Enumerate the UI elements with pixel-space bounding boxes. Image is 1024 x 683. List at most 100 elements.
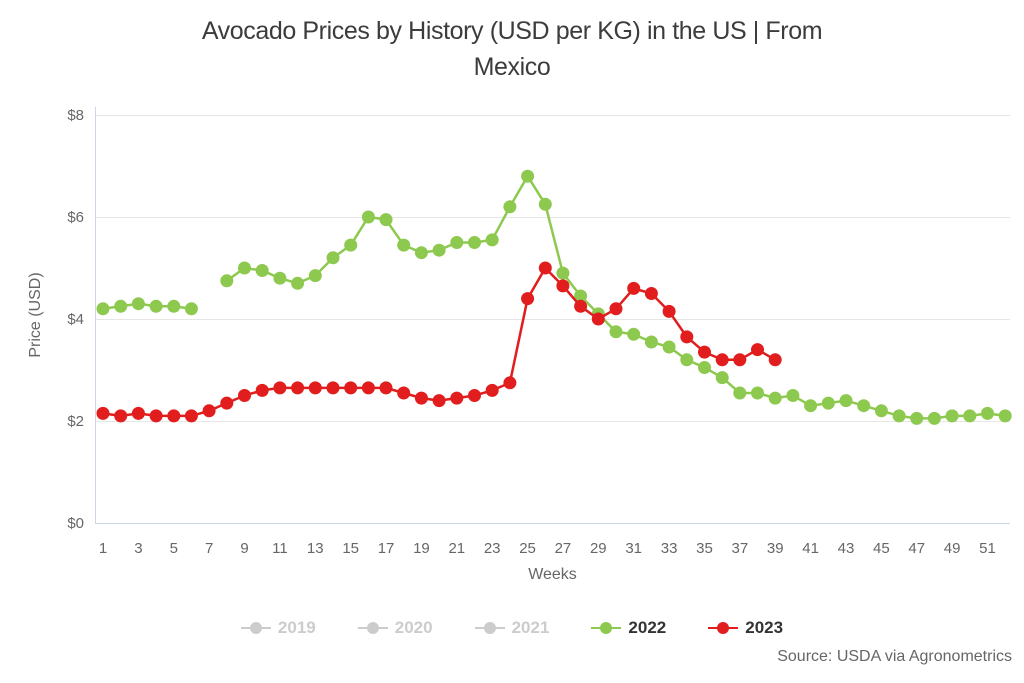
point-2023-w38[interactable] <box>751 343 764 357</box>
point-2022-w13[interactable] <box>308 269 322 283</box>
point-2022-w15[interactable] <box>344 238 358 252</box>
point-2022-w52[interactable] <box>998 409 1012 423</box>
point-2022-w30[interactable] <box>609 325 623 339</box>
point-2023-w30[interactable] <box>609 302 623 316</box>
point-2022-w35[interactable] <box>698 361 711 374</box>
point-2022-w20[interactable] <box>432 243 446 257</box>
point-2022-w10[interactable] <box>255 264 269 277</box>
point-2023-w14[interactable] <box>326 381 340 395</box>
x-tick-25: 25 <box>519 540 536 557</box>
legend-label-2019: 2019 <box>277 618 316 637</box>
point-2023-w23[interactable] <box>485 383 499 397</box>
point-2022-w4[interactable] <box>149 299 163 313</box>
point-2023-w28[interactable] <box>574 299 588 313</box>
point-2023-w35[interactable] <box>698 345 711 359</box>
point-2023-w39[interactable] <box>768 353 782 367</box>
point-2023-w36[interactable] <box>715 353 729 367</box>
legend-label-2021: 2021 <box>511 618 550 637</box>
point-2023-w29[interactable] <box>591 312 605 326</box>
point-2023-w33[interactable] <box>662 304 676 318</box>
point-2022-w51[interactable] <box>981 406 994 420</box>
point-2022-w47[interactable] <box>910 411 924 425</box>
point-2022-w1[interactable] <box>96 302 110 316</box>
point-2022-w18[interactable] <box>397 238 411 252</box>
point-2022-w36[interactable] <box>715 371 729 385</box>
point-2022-w24[interactable] <box>503 200 517 214</box>
point-2023-w27[interactable] <box>556 279 570 293</box>
point-2022-w23[interactable] <box>485 233 499 247</box>
point-2023-w13[interactable] <box>308 381 322 395</box>
point-2023-w18[interactable] <box>397 386 411 400</box>
point-2022-w28[interactable] <box>574 289 588 303</box>
point-2022-w6[interactable] <box>184 302 198 316</box>
point-2023-w21[interactable] <box>450 391 464 405</box>
point-2023-w11[interactable] <box>273 381 287 395</box>
x-tick-23: 23 <box>484 540 501 557</box>
point-2023-w20[interactable] <box>432 394 446 408</box>
point-2023-w16[interactable] <box>361 381 375 395</box>
point-2022-w5[interactable] <box>167 299 181 313</box>
point-2022-w11[interactable] <box>273 271 287 285</box>
legend-item-2022[interactable]: 2022 <box>591 618 666 638</box>
point-2022-w22[interactable] <box>468 236 481 249</box>
legend-item-2021[interactable]: 2021 <box>474 618 550 638</box>
point-2023-w22[interactable] <box>468 389 481 402</box>
point-2022-w16[interactable] <box>361 210 375 224</box>
point-2023-w8[interactable] <box>220 396 234 410</box>
point-2023-w9[interactable] <box>238 389 251 402</box>
point-2023-w24[interactable] <box>503 376 517 390</box>
point-2023-w4[interactable] <box>149 409 163 423</box>
point-2022-w25[interactable] <box>521 169 535 183</box>
point-2023-w10[interactable] <box>255 383 269 397</box>
point-2023-w17[interactable] <box>379 381 393 395</box>
legend-item-2019[interactable]: 2019 <box>240 618 316 638</box>
point-2022-w39[interactable] <box>768 391 782 405</box>
point-2023-w5[interactable] <box>167 409 181 423</box>
point-2022-w21[interactable] <box>450 236 464 249</box>
point-2023-w26[interactable] <box>538 261 552 275</box>
point-2022-w2[interactable] <box>114 299 128 313</box>
point-2022-w9[interactable] <box>238 261 251 275</box>
legend-item-2020[interactable]: 2020 <box>357 618 433 638</box>
point-2023-w34[interactable] <box>680 330 694 344</box>
point-2022-w8[interactable] <box>220 274 234 288</box>
point-2022-w34[interactable] <box>680 353 694 367</box>
point-2022-w44[interactable] <box>857 399 871 413</box>
point-2023-w1[interactable] <box>96 406 110 420</box>
point-2022-w43[interactable] <box>839 394 853 408</box>
point-2023-w7[interactable] <box>202 404 216 418</box>
point-2023-w37[interactable] <box>733 353 747 367</box>
point-2022-w40[interactable] <box>786 389 800 402</box>
legend-marker-2019-icon <box>240 622 271 635</box>
point-2022-w38[interactable] <box>751 386 764 400</box>
point-2023-w15[interactable] <box>344 381 358 395</box>
point-2023-w25[interactable] <box>521 292 535 306</box>
point-2023-w3[interactable] <box>131 406 145 420</box>
point-2022-w48[interactable] <box>927 411 941 425</box>
point-2022-w49[interactable] <box>945 409 959 423</box>
point-2022-w26[interactable] <box>538 197 552 211</box>
point-2022-w32[interactable] <box>644 335 658 349</box>
point-2023-w32[interactable] <box>644 287 658 300</box>
point-2022-w46[interactable] <box>892 409 906 423</box>
point-2022-w31[interactable] <box>627 327 641 341</box>
point-2023-w12[interactable] <box>291 381 305 395</box>
legend-item-2023[interactable]: 2023 <box>708 618 783 638</box>
point-2023-w6[interactable] <box>184 409 198 423</box>
point-2022-w37[interactable] <box>733 386 747 400</box>
point-2022-w17[interactable] <box>379 213 393 227</box>
point-2022-w45[interactable] <box>874 404 888 418</box>
point-2022-w3[interactable] <box>131 297 145 311</box>
point-2023-w31[interactable] <box>627 281 641 295</box>
point-2022-w19[interactable] <box>414 246 428 260</box>
point-2023-w19[interactable] <box>414 391 428 405</box>
point-2022-w27[interactable] <box>556 266 570 280</box>
point-2022-w33[interactable] <box>662 340 676 354</box>
point-2022-w14[interactable] <box>326 251 340 265</box>
point-2022-w50[interactable] <box>963 409 977 423</box>
point-2022-w12[interactable] <box>291 276 305 290</box>
point-2022-w42[interactable] <box>821 396 835 410</box>
point-2022-w41[interactable] <box>804 399 818 413</box>
x-tick-19: 19 <box>413 540 430 557</box>
point-2023-w2[interactable] <box>114 409 128 423</box>
